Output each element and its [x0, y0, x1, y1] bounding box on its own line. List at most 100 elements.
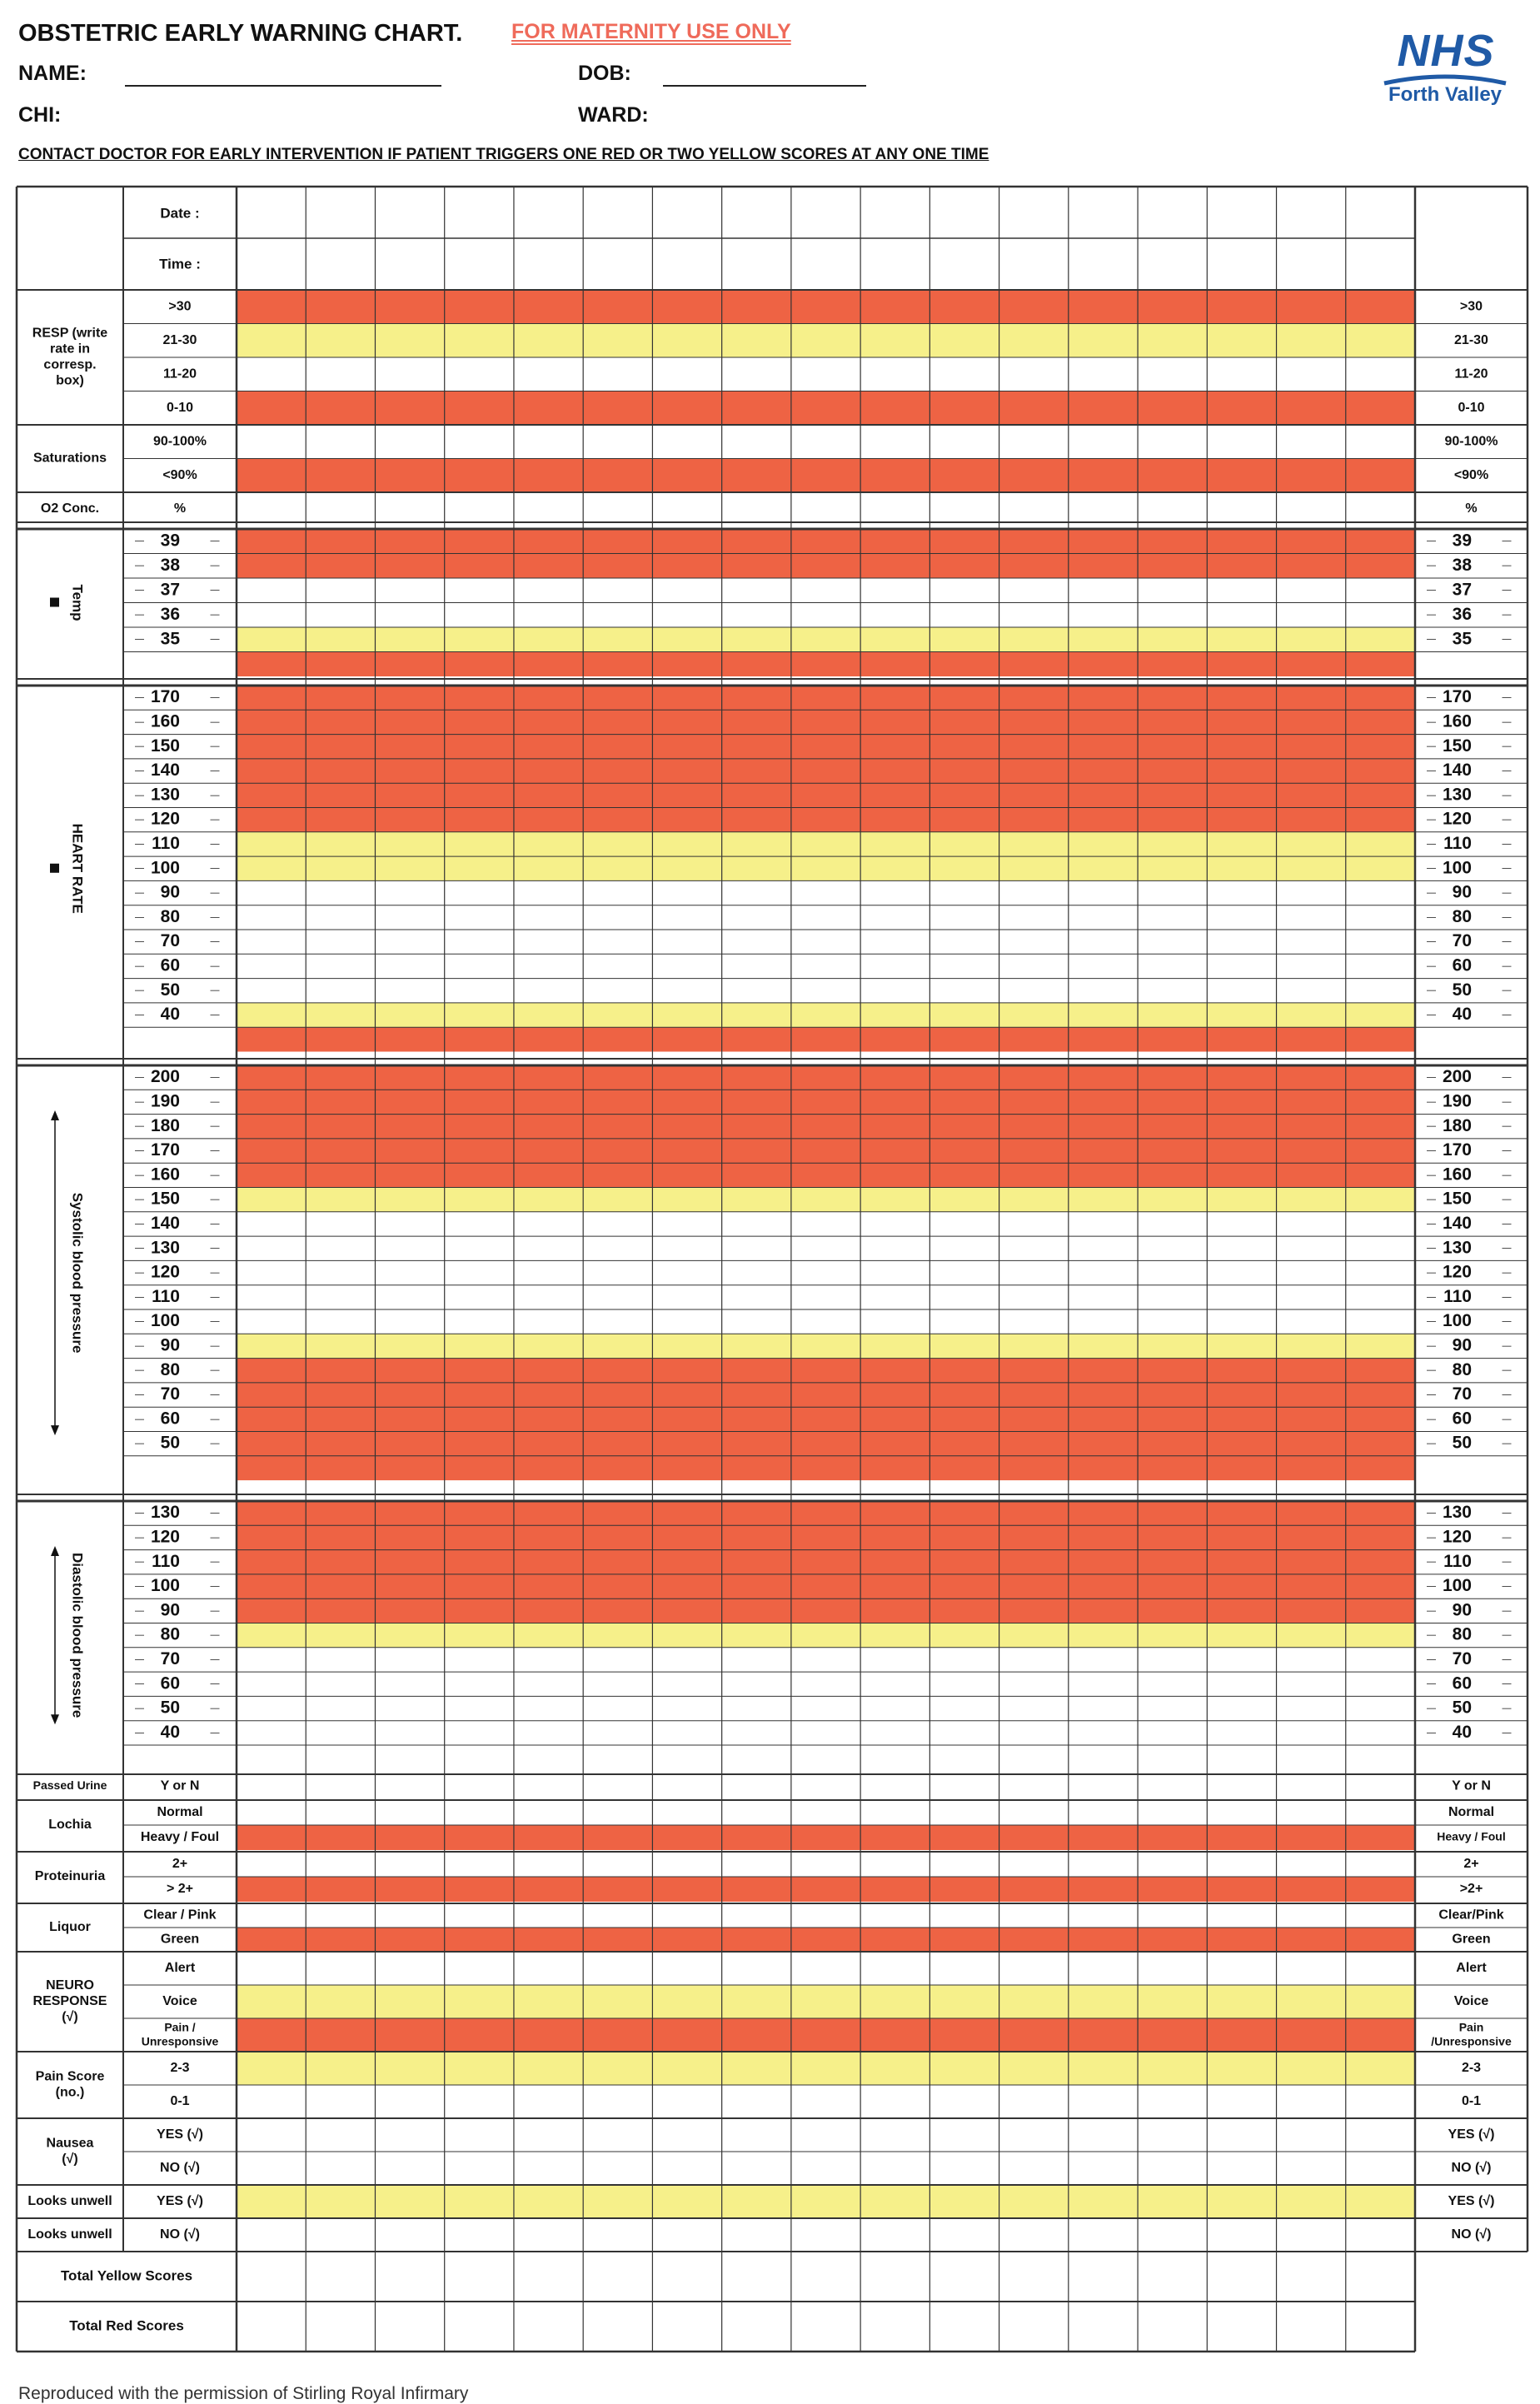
observation-cell[interactable]	[583, 1163, 652, 1187]
observation-cell[interactable]	[652, 1623, 721, 1648]
observation-cell[interactable]	[722, 1985, 791, 2018]
observation-cell[interactable]	[999, 425, 1069, 459]
observation-cell[interactable]	[1207, 1334, 1276, 1358]
observation-cell[interactable]	[1069, 1407, 1138, 1431]
observation-cell[interactable]	[999, 954, 1069, 978]
date-cell[interactable]	[652, 187, 721, 238]
observation-cell[interactable]	[929, 2118, 999, 2152]
observation-cell[interactable]	[1207, 2218, 1276, 2252]
observation-cell[interactable]	[791, 905, 860, 930]
observation-cell[interactable]	[791, 954, 860, 978]
observation-cell[interactable]	[445, 1648, 514, 1672]
observation-cell[interactable]	[445, 1852, 514, 1877]
observation-cell[interactable]	[1207, 1985, 1276, 2018]
observation-cell[interactable]	[1138, 1928, 1207, 1952]
observation-cell[interactable]	[514, 1852, 583, 1877]
observation-cell[interactable]	[999, 1550, 1069, 1574]
observation-cell[interactable]	[860, 1309, 929, 1334]
date-cell[interactable]	[237, 187, 306, 238]
observation-cell[interactable]	[237, 529, 306, 554]
observation-cell[interactable]	[1277, 1432, 1346, 1456]
observation-cell[interactable]	[445, 954, 514, 978]
observation-cell[interactable]	[306, 710, 375, 734]
time-cell[interactable]	[445, 238, 514, 290]
observation-cell[interactable]	[1069, 1139, 1138, 1163]
observation-cell[interactable]	[652, 1090, 721, 1114]
observation-cell[interactable]	[1277, 2018, 1346, 2052]
observation-cell[interactable]	[306, 2218, 375, 2252]
observation-cell[interactable]	[999, 1383, 1069, 1407]
observation-cell[interactable]	[652, 1334, 721, 1358]
date-cell[interactable]	[722, 187, 791, 238]
observation-cell[interactable]	[722, 710, 791, 734]
observation-cell[interactable]	[1207, 425, 1276, 459]
totals-cell[interactable]	[1277, 2252, 1346, 2302]
observation-cell[interactable]	[722, 1407, 791, 1431]
observation-cell[interactable]	[1069, 1550, 1138, 1574]
observation-cell[interactable]	[860, 954, 929, 978]
observation-cell[interactable]	[375, 1952, 444, 1985]
observation-cell[interactable]	[514, 492, 583, 526]
observation-cell[interactable]	[1346, 1188, 1415, 1212]
observation-cell[interactable]	[791, 808, 860, 832]
observation-cell[interactable]	[860, 652, 929, 677]
observation-cell[interactable]	[1346, 930, 1415, 954]
observation-cell[interactable]	[583, 578, 652, 603]
observation-cell[interactable]	[791, 1745, 860, 1769]
totals-cell[interactable]	[583, 2302, 652, 2352]
observation-cell[interactable]	[306, 357, 375, 392]
observation-cell[interactable]	[237, 832, 306, 856]
observation-cell[interactable]	[1069, 324, 1138, 358]
observation-cell[interactable]	[375, 2185, 444, 2218]
observation-cell[interactable]	[791, 1672, 860, 1696]
observation-cell[interactable]	[860, 1877, 929, 1902]
observation-cell[interactable]	[514, 1236, 583, 1260]
observation-cell[interactable]	[1207, 1696, 1276, 1720]
observation-cell[interactable]	[791, 425, 860, 459]
observation-cell[interactable]	[1207, 459, 1276, 493]
observation-cell[interactable]	[306, 808, 375, 832]
observation-cell[interactable]	[652, 1877, 721, 1902]
observation-cell[interactable]	[514, 1285, 583, 1309]
observation-cell[interactable]	[791, 710, 860, 734]
observation-cell[interactable]	[583, 1383, 652, 1407]
observation-cell[interactable]	[1138, 759, 1207, 783]
observation-cell[interactable]	[514, 1309, 583, 1334]
observation-cell[interactable]	[1346, 1696, 1415, 1720]
observation-cell[interactable]	[306, 930, 375, 954]
observation-cell[interactable]	[791, 856, 860, 880]
observation-cell[interactable]	[860, 1985, 929, 2018]
observation-cell[interactable]	[375, 1800, 444, 1825]
time-cell[interactable]	[791, 238, 860, 290]
observation-cell[interactable]	[1277, 1236, 1346, 1260]
observation-cell[interactable]	[1346, 1501, 1415, 1525]
observation-cell[interactable]	[999, 2085, 1069, 2118]
observation-cell[interactable]	[1277, 1309, 1346, 1334]
observation-cell[interactable]	[652, 1236, 721, 1260]
observation-cell[interactable]	[306, 1952, 375, 1985]
observation-cell[interactable]	[237, 1623, 306, 1648]
observation-cell[interactable]	[722, 1774, 791, 1798]
observation-cell[interactable]	[445, 2085, 514, 2118]
observation-cell[interactable]	[860, 1745, 929, 1769]
observation-cell[interactable]	[445, 290, 514, 324]
observation-cell[interactable]	[445, 2018, 514, 2052]
observation-cell[interactable]	[306, 1285, 375, 1309]
observation-cell[interactable]	[375, 1456, 444, 1480]
observation-cell[interactable]	[583, 554, 652, 579]
observation-cell[interactable]	[1207, 1065, 1276, 1090]
observation-cell[interactable]	[1069, 1985, 1138, 2018]
observation-cell[interactable]	[306, 1163, 375, 1187]
observation-cell[interactable]	[929, 2185, 999, 2218]
observation-cell[interactable]	[375, 627, 444, 652]
observation-cell[interactable]	[722, 1139, 791, 1163]
observation-cell[interactable]	[375, 1432, 444, 1456]
observation-cell[interactable]	[1346, 954, 1415, 978]
observation-cell[interactable]	[999, 1648, 1069, 1672]
observation-cell[interactable]	[999, 1501, 1069, 1525]
observation-cell[interactable]	[791, 2118, 860, 2152]
observation-cell[interactable]	[791, 759, 860, 783]
observation-cell[interactable]	[375, 1574, 444, 1599]
observation-cell[interactable]	[999, 1825, 1069, 1850]
observation-cell[interactable]	[791, 290, 860, 324]
